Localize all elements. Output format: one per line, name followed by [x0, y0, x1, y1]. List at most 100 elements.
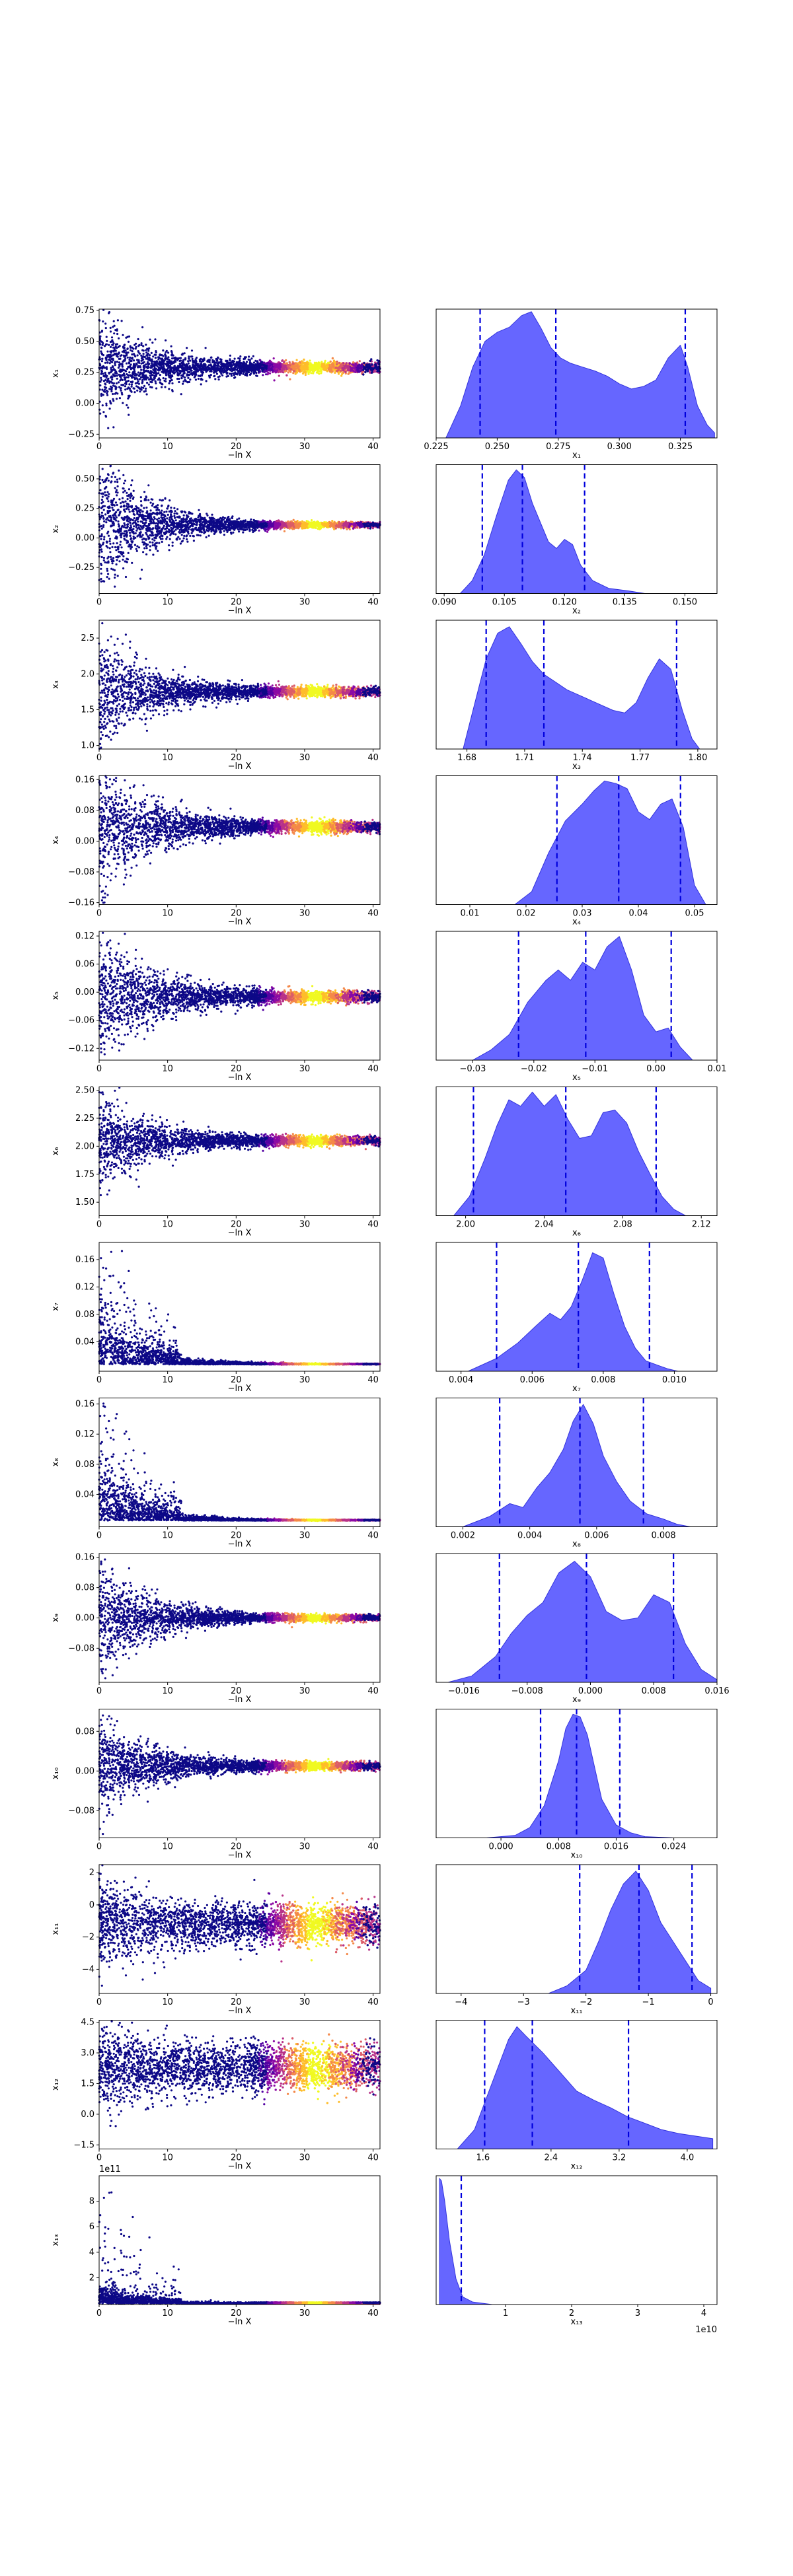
trace-point	[293, 519, 295, 521]
trace-point	[187, 360, 189, 362]
trace-point	[150, 359, 152, 361]
trace-point	[324, 367, 326, 369]
trace-point	[237, 365, 239, 367]
trace-point	[145, 349, 147, 351]
trace-point	[155, 509, 157, 511]
trace-point	[122, 501, 124, 503]
trace-point	[132, 376, 134, 378]
trace-point	[338, 362, 340, 364]
trace-point	[110, 390, 112, 392]
trace-point	[192, 365, 194, 367]
trace-point	[156, 360, 158, 362]
trace-point	[321, 371, 322, 373]
trace-point	[99, 380, 101, 382]
trace-point	[258, 368, 260, 370]
trace-point	[159, 520, 161, 522]
trace-point	[184, 364, 186, 366]
trace-point	[112, 373, 114, 375]
trace-point	[158, 369, 160, 371]
trace-point	[114, 386, 116, 388]
trace-point	[223, 371, 225, 373]
trace-point	[184, 359, 186, 361]
trace-point	[244, 356, 246, 358]
trace-point	[354, 371, 356, 373]
trace-point	[116, 494, 118, 496]
trace-point	[102, 404, 104, 406]
trace-point	[166, 369, 168, 371]
trace-point	[338, 373, 340, 375]
trace-point	[155, 382, 157, 384]
trace-point	[272, 369, 274, 371]
trace-point	[336, 370, 338, 372]
trace-point	[102, 375, 104, 377]
trace-point	[116, 378, 118, 380]
trace-point	[254, 365, 256, 367]
trace-point	[119, 478, 121, 480]
trace-point	[167, 373, 169, 375]
trace-point	[115, 345, 117, 347]
trace-point	[133, 372, 135, 374]
trace-point	[142, 551, 144, 553]
trace-point	[188, 363, 190, 365]
trace-point	[265, 365, 267, 367]
trace-point	[199, 521, 201, 523]
trace-point	[338, 369, 340, 371]
trace-point	[210, 374, 212, 376]
trace-point	[309, 359, 311, 361]
trace-point	[171, 530, 173, 532]
trace-point	[131, 384, 133, 386]
trace-point	[167, 356, 169, 358]
trace-point	[285, 375, 287, 376]
trace-point	[158, 542, 160, 544]
trace-point	[178, 370, 180, 372]
trace-point	[222, 517, 224, 519]
trace-point	[131, 381, 133, 383]
trace-point	[126, 404, 128, 406]
trace-point	[100, 573, 102, 575]
trace-point	[209, 517, 211, 519]
trace-point	[122, 345, 124, 347]
trace-point	[276, 369, 278, 371]
trace-point	[149, 372, 151, 374]
trace-point	[367, 370, 369, 372]
trace-point	[122, 487, 124, 489]
trace-point	[113, 332, 115, 334]
trace-point	[114, 372, 116, 374]
trace-point	[134, 355, 136, 357]
trace-point	[137, 371, 139, 373]
trace-point	[113, 498, 115, 500]
trace-point	[101, 360, 103, 362]
trace-point	[132, 509, 134, 511]
trace-point	[147, 350, 149, 352]
trace-point	[157, 365, 159, 367]
trace-point	[152, 554, 154, 555]
trace-point	[215, 359, 217, 361]
trace-point	[352, 365, 354, 367]
trace-point	[196, 369, 198, 371]
trace-point	[106, 362, 108, 364]
trace-point	[100, 568, 102, 570]
trace-point	[269, 363, 271, 365]
trace-point	[146, 382, 148, 384]
trace-point	[115, 549, 117, 551]
trace-point	[163, 377, 165, 379]
trace-point	[111, 546, 113, 548]
trace-point	[108, 535, 110, 537]
trace-point	[161, 386, 163, 388]
trace-point	[285, 368, 287, 370]
trace-point	[125, 576, 127, 578]
trace-point	[118, 374, 120, 376]
trace-point	[165, 538, 167, 540]
trace-point	[258, 530, 260, 532]
trace-point	[161, 357, 163, 359]
trace-point	[127, 407, 129, 409]
trace-point	[148, 384, 150, 386]
trace-point	[171, 357, 173, 359]
trace-point	[210, 357, 212, 359]
trace-point	[203, 529, 205, 531]
trace-point	[158, 517, 160, 519]
trace-point	[108, 495, 110, 497]
trace-point	[115, 350, 117, 352]
trace-point	[284, 371, 286, 373]
trace-point	[234, 358, 236, 360]
